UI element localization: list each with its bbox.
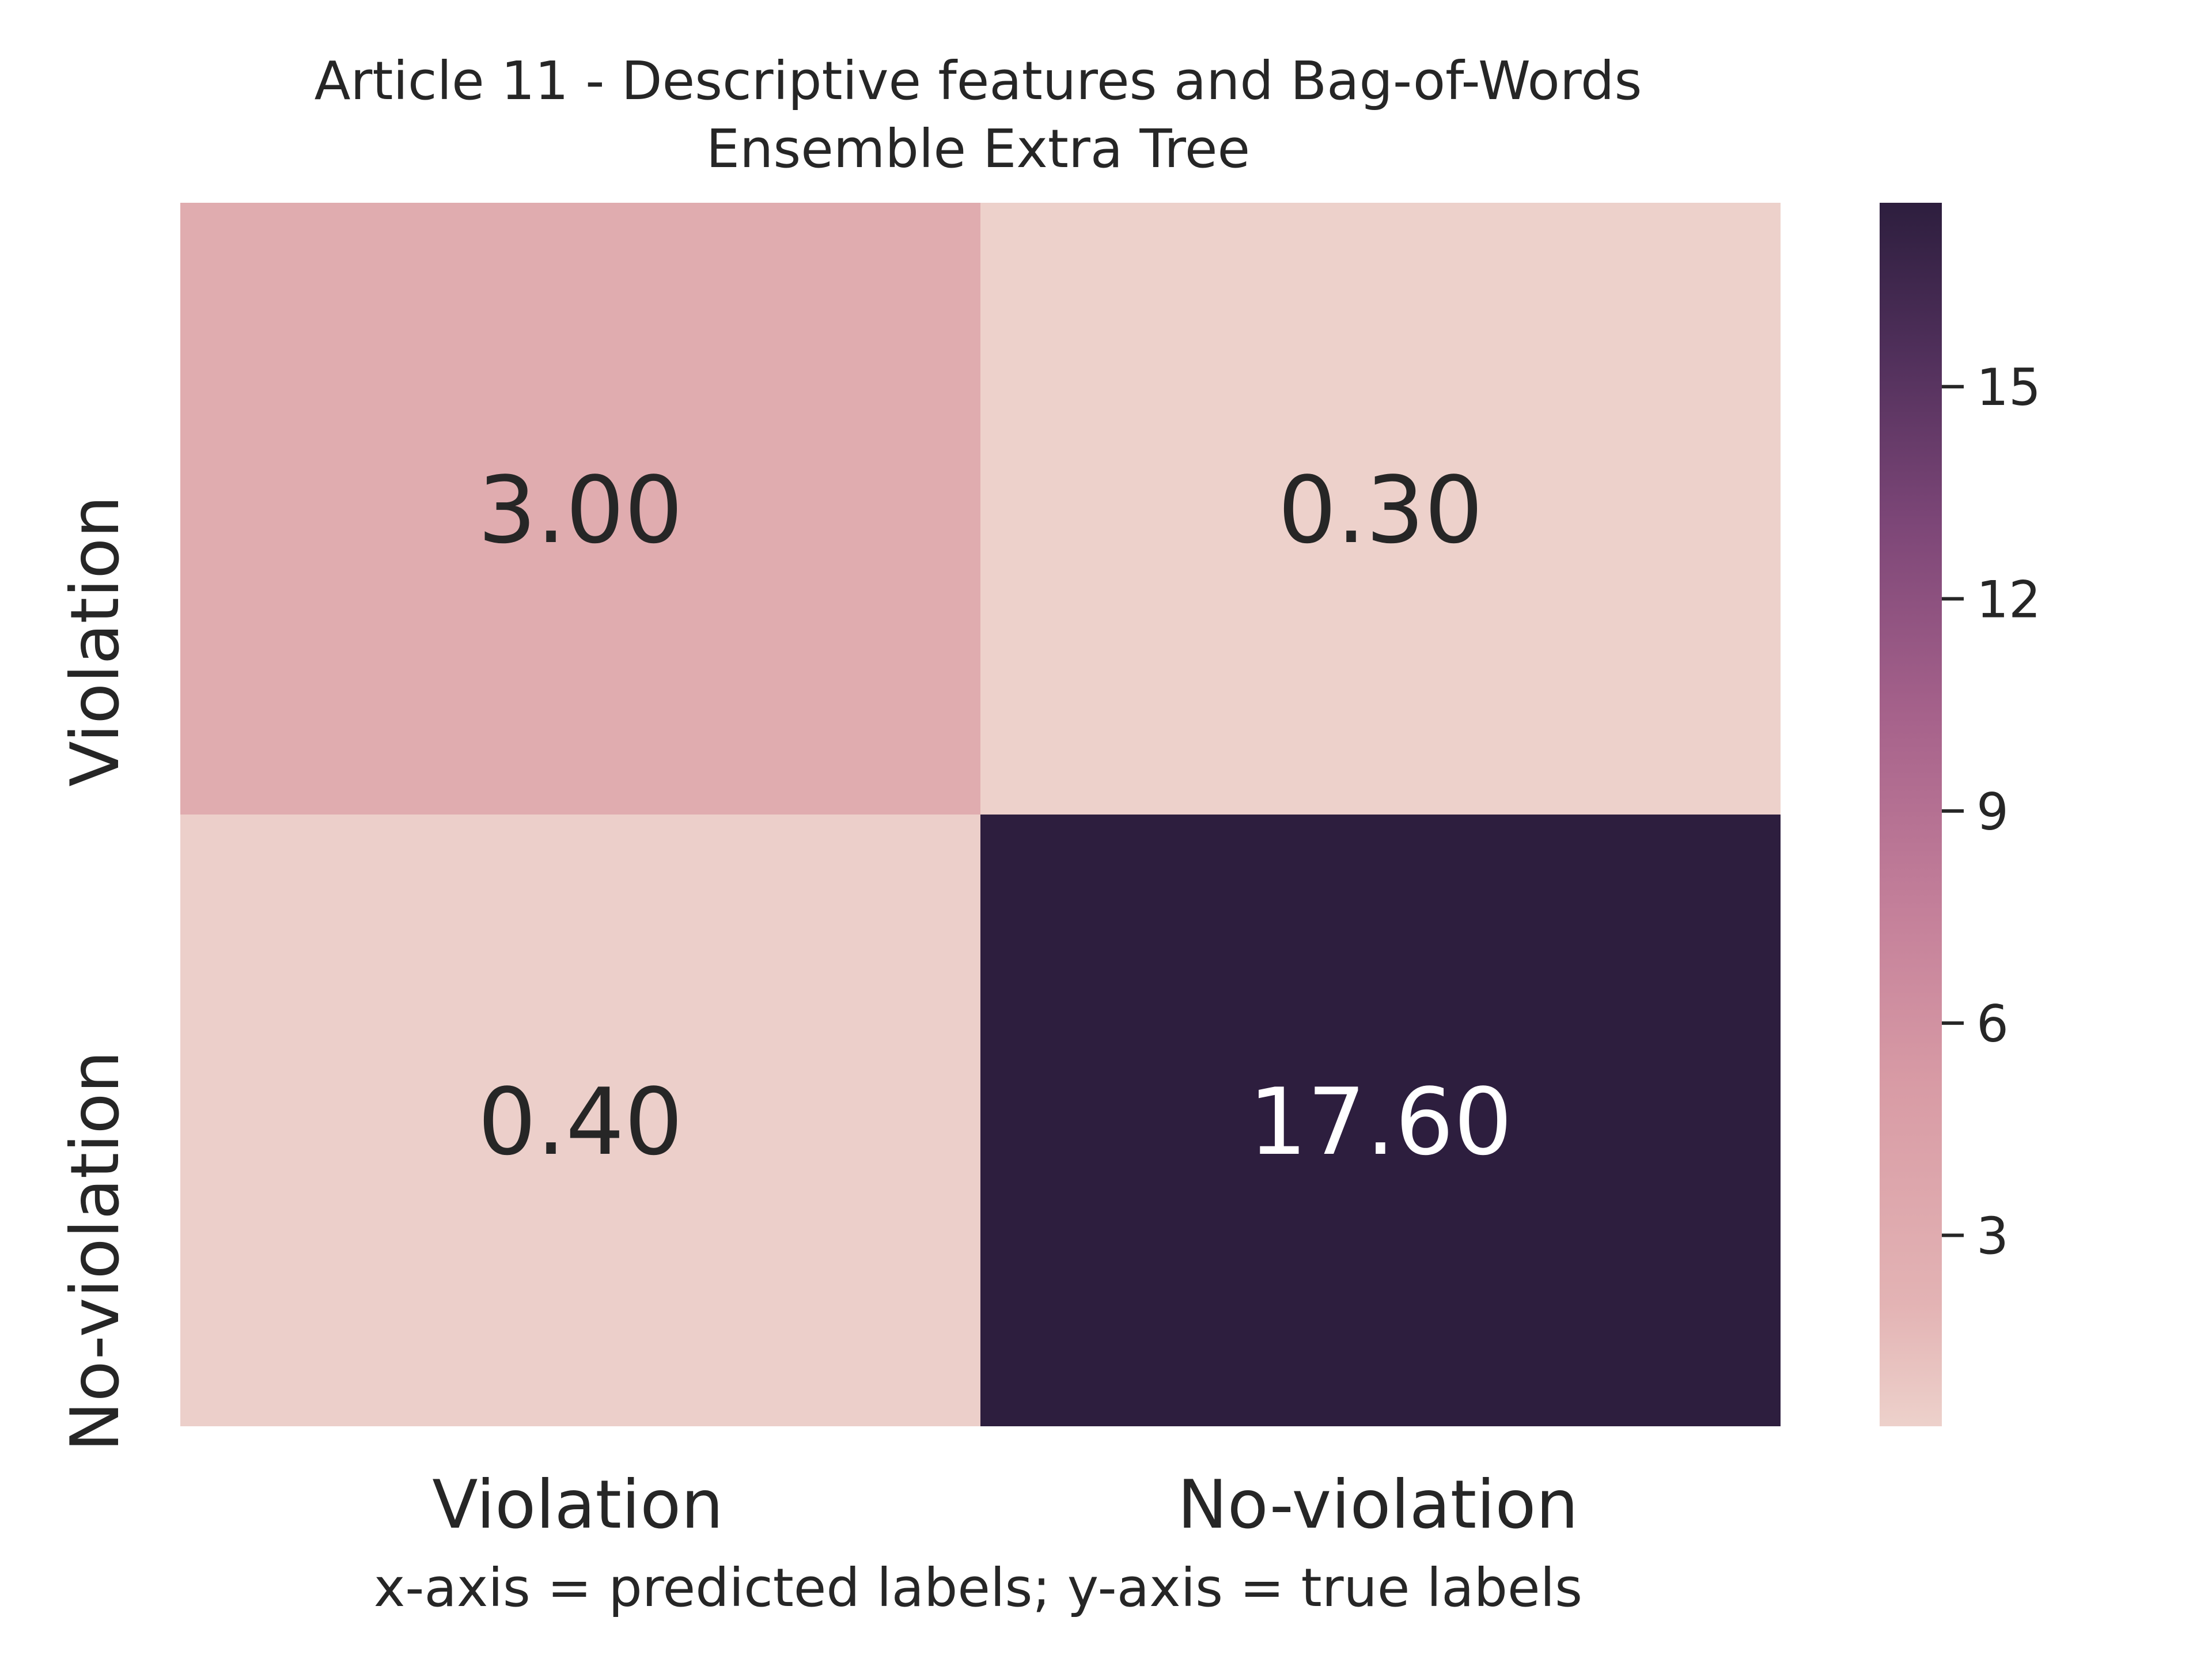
heatmap-cell-violation-no-violation	[980, 203, 1781, 815]
chart-title: Article 11 - Descriptive features and Ba…	[315, 50, 1642, 112]
heatmap-cell-no-violation-violation	[180, 815, 980, 1426]
colorbar-tick-label: 15	[1976, 358, 2041, 417]
colorbar-tick-label: 6	[1976, 994, 2009, 1054]
colorbar-tick-label: 3	[1976, 1207, 2009, 1266]
colorbar-tick-label: 12	[1976, 570, 2041, 630]
x-tick-label-violation: Violation	[432, 1466, 724, 1544]
heatmap-cell-violation-violation	[180, 203, 980, 815]
x-axis-label: x-axis = predicted labels; y-axis = true…	[374, 1557, 1582, 1619]
heatmap-cell-no-violation-no-violation	[980, 815, 1781, 1426]
chart-subtitle: Ensemble Extra Tree	[706, 118, 1250, 180]
colorbar	[1880, 203, 1942, 1426]
cell-value-violation-no-violation: 0.30	[1278, 456, 1483, 564]
cell-value-violation-violation: 3.00	[478, 456, 683, 564]
y-tick-label-violation: Violation	[56, 495, 134, 787]
cell-value-no-violation-violation: 0.40	[478, 1068, 683, 1176]
y-tick-label-no-violation: No-violation	[56, 1051, 134, 1452]
heatmap-cells: 3.00 0.30 0.40 17.60	[180, 203, 1781, 1426]
x-tick-label-no-violation: No-violation	[1177, 1466, 1578, 1544]
colorbar-tick-label: 9	[1976, 782, 2009, 842]
cell-value-no-violation-no-violation: 17.60	[1248, 1068, 1512, 1176]
colorbar-ticks: 3 6 9 12 15	[1942, 358, 2041, 1266]
